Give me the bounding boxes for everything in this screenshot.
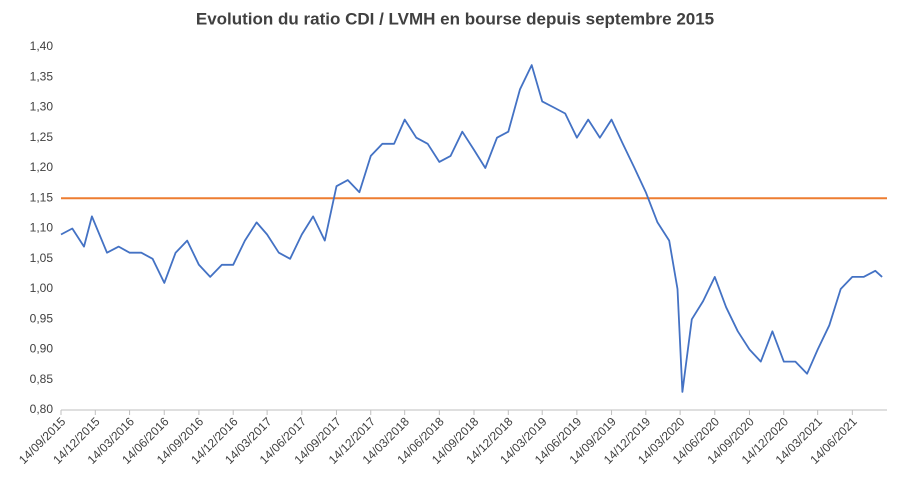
y-tick-label: 0,95 (30, 311, 54, 325)
chart-title: Evolution du ratio CDI / LVMH en bourse … (196, 9, 714, 28)
y-tick-label: 1,20 (30, 160, 54, 174)
data-line (60, 64, 883, 393)
y-tick-label: 1,15 (30, 190, 54, 204)
y-tick-label: 0,90 (30, 342, 54, 356)
y-tick-label: 1,30 (30, 100, 54, 114)
y-tick-label: 1,40 (30, 39, 54, 53)
y-tick-label: 1,25 (30, 130, 54, 144)
y-tick-label: 0,80 (30, 402, 54, 416)
y-tick-label: 1,05 (30, 251, 54, 265)
y-tick-label: 1,10 (30, 221, 54, 235)
y-tick-label: 1,35 (30, 69, 54, 83)
y-tick-label: 0,85 (30, 372, 54, 386)
y-tick-label: 1,00 (30, 281, 54, 295)
